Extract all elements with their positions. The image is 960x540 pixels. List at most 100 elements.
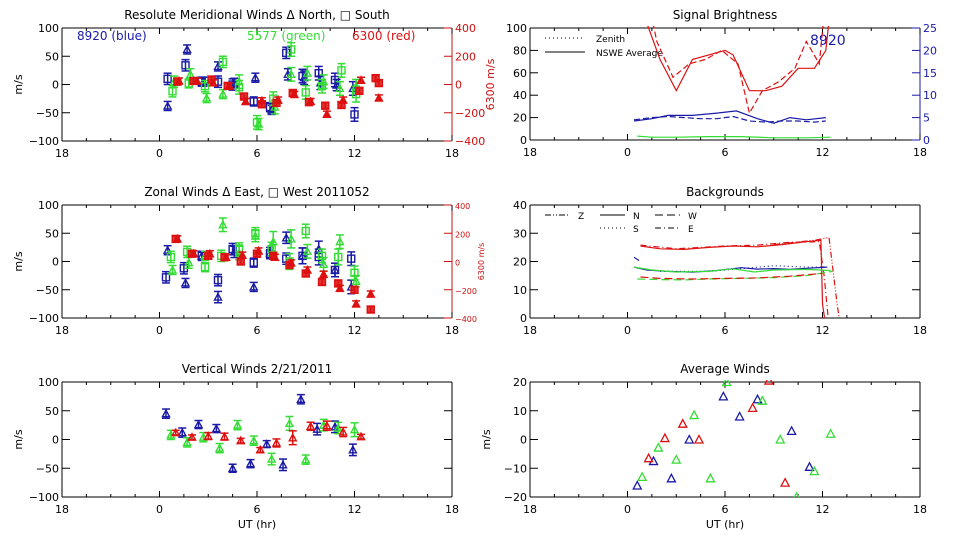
data-point — [187, 249, 197, 258]
data-point — [318, 269, 329, 278]
triangle-marker — [677, 418, 688, 428]
data-point — [747, 402, 758, 413]
square-marker — [257, 100, 267, 109]
triangle-marker — [693, 434, 705, 444]
data-point — [219, 431, 230, 441]
data-point — [161, 270, 171, 284]
data-point — [671, 454, 682, 464]
y-tick-label: −100 — [29, 491, 59, 504]
legend-label: NSWE Average — [596, 49, 663, 59]
data-point — [632, 480, 643, 490]
data-point — [214, 442, 225, 454]
data-point — [349, 422, 360, 438]
data-point — [213, 290, 223, 304]
x-tick-label: 6 — [254, 503, 261, 516]
data-point — [255, 444, 265, 454]
triangle-marker — [302, 68, 313, 77]
data-point — [249, 435, 259, 446]
data-point — [288, 88, 297, 98]
square-marker — [301, 88, 310, 97]
chart-title: Vertical Winds 2/21/2011 — [182, 362, 333, 376]
series-line-6300-n — [640, 239, 826, 318]
square-marker — [298, 251, 307, 261]
y2-tick-label: −200 — [455, 287, 477, 296]
triangle-marker — [780, 477, 791, 487]
data-point — [218, 55, 228, 69]
triangle-marker — [793, 491, 800, 497]
triangle-marker — [240, 96, 251, 106]
triangle-marker — [286, 69, 296, 79]
data-point — [236, 257, 245, 266]
legend-label: Z — [578, 212, 584, 222]
x-tick-label: 18 — [55, 503, 69, 516]
square-marker — [334, 279, 343, 288]
square-marker — [239, 92, 249, 101]
data-point — [321, 101, 330, 110]
triangle-marker — [721, 380, 732, 387]
square-marker — [187, 249, 197, 258]
data-point — [245, 458, 256, 469]
triangle-marker — [718, 390, 729, 401]
x-tick-label: 12 — [816, 503, 830, 516]
data-point — [653, 442, 664, 452]
x-tick-label: 18 — [523, 503, 537, 516]
y-tick-label: 50 — [45, 50, 59, 63]
triangle-marker — [288, 432, 298, 442]
triangle-marker — [182, 437, 192, 447]
y2-tick-label: 15 — [923, 67, 937, 80]
y2-tick-label: 10 — [923, 89, 937, 102]
series-line-8920-z — [633, 256, 641, 263]
data-point — [338, 426, 348, 438]
triangle-marker — [322, 420, 332, 430]
data-point — [721, 380, 732, 387]
data-point — [301, 84, 310, 100]
legend-label: E — [688, 225, 694, 235]
data-point — [350, 106, 359, 122]
data-point — [301, 454, 311, 465]
triangle-marker — [684, 434, 695, 444]
data-point — [251, 226, 260, 240]
data-point — [301, 269, 310, 278]
square-marker — [317, 277, 327, 287]
square-marker — [161, 273, 171, 282]
y-tick-label: 100 — [38, 199, 59, 212]
data-point — [643, 452, 654, 463]
square-marker — [301, 269, 310, 278]
chart-title: Zonal Winds Δ East, □ West 2011052 — [144, 185, 369, 199]
square-marker — [285, 260, 294, 270]
square-marker — [166, 252, 176, 262]
x-tick-label: 12 — [348, 147, 362, 160]
square-marker — [171, 234, 180, 244]
x-tick-label: 0 — [156, 324, 163, 337]
data-point — [171, 427, 181, 437]
data-point — [314, 65, 323, 81]
data-point — [218, 217, 228, 233]
data-point — [304, 97, 314, 107]
triangle-marker — [218, 219, 228, 229]
series-line-8920-zenith — [633, 115, 826, 123]
square-marker — [317, 251, 327, 261]
triangle-marker — [338, 427, 348, 436]
data-point — [786, 425, 797, 436]
data-point — [809, 465, 820, 476]
data-point — [374, 92, 384, 102]
data-point — [234, 79, 244, 95]
data-point — [168, 84, 177, 98]
data-point — [763, 380, 774, 385]
triangle-marker — [262, 439, 272, 448]
y2-tick-label: 0 — [455, 259, 460, 268]
data-point — [182, 44, 192, 55]
y2-tick-label: −400 — [455, 135, 485, 148]
square-marker — [207, 75, 216, 84]
triangle-marker — [763, 380, 774, 385]
x-tick-label: 6 — [254, 147, 261, 160]
data-point — [356, 431, 366, 441]
triangle-marker — [335, 236, 345, 246]
y-tick-label: 0 — [52, 434, 59, 447]
x-tick-label: 6 — [722, 324, 729, 337]
data-point — [666, 472, 677, 483]
y-tick-label: 50 — [45, 405, 59, 418]
data-point — [752, 393, 763, 404]
annotation-label: 8920 — [810, 33, 846, 49]
